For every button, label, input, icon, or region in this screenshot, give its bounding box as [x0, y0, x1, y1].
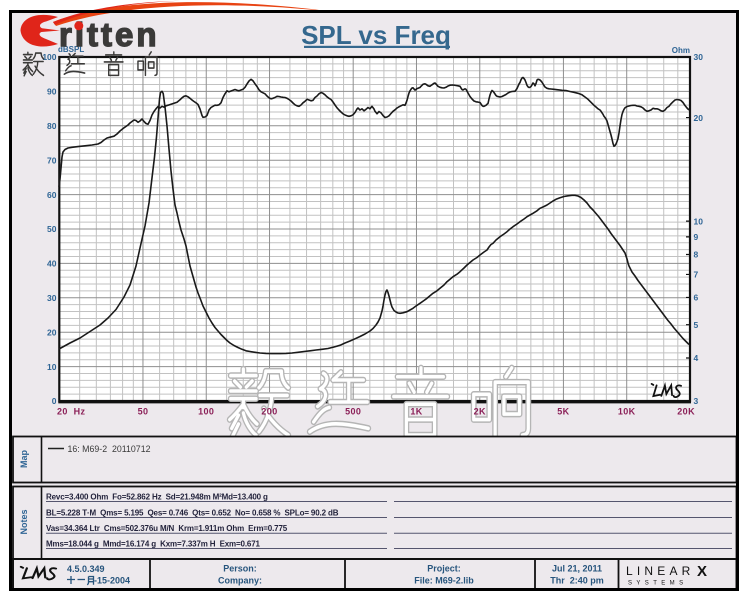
svg-text:4.5.0.349: 4.5.0.349	[67, 564, 105, 574]
svg-text:5K: 5K	[557, 406, 569, 416]
svg-text:40: 40	[47, 259, 57, 269]
svg-text:10: 10	[694, 216, 704, 226]
svg-text:Map: Map	[19, 449, 29, 468]
svg-text:500: 500	[345, 406, 361, 416]
svg-text:1K: 1K	[410, 406, 422, 416]
svg-text:5: 5	[694, 320, 699, 330]
svg-text:30: 30	[47, 293, 57, 303]
svg-text:Person:: Person:	[223, 564, 257, 574]
svg-text:16: M69-2 20110712: 16: M69-2 20110712	[68, 444, 151, 454]
svg-text:Jul 21, 2011: Jul 21, 2011	[552, 564, 602, 574]
svg-text:SPL vs Freq: SPL vs Freq	[301, 20, 451, 50]
svg-text:2K: 2K	[474, 406, 486, 416]
svg-text:10K: 10K	[618, 406, 636, 416]
svg-text:X: X	[697, 563, 707, 580]
svg-text:100: 100	[42, 52, 56, 62]
svg-text:9: 9	[694, 232, 699, 242]
svg-text:LINEAR: LINEAR	[626, 564, 695, 578]
svg-text:90: 90	[47, 87, 57, 97]
svg-text:100: 100	[198, 406, 214, 416]
svg-text:Project:: Project:	[427, 564, 461, 574]
svg-text:20K: 20K	[677, 406, 695, 416]
svg-text:10: 10	[47, 362, 57, 372]
svg-text:BL=5.228 T·M Qms= 5.195 Qes=: BL=5.228 T·M Qms= 5.195 Qes= 0.746 Qts= …	[46, 508, 339, 517]
svg-text:Company:: Company:	[218, 576, 262, 586]
svg-text:8: 8	[694, 250, 699, 260]
svg-text:60: 60	[47, 190, 57, 200]
svg-text:0: 0	[52, 396, 57, 406]
svg-text:7: 7	[694, 270, 699, 280]
svg-text:30: 30	[694, 52, 704, 62]
svg-text:20 Hz: 20 Hz	[57, 406, 86, 416]
svg-text:File: M69-2.lib: File: M69-2.lib	[414, 576, 474, 586]
svg-text:Thr 2:40 pm: Thr 2:40 pm	[550, 576, 604, 586]
svg-text:Vas=34.364 Ltr Cms=502.376u M: Vas=34.364 Ltr Cms=502.376u M/N Krm=1.91…	[46, 524, 288, 533]
svg-text:80: 80	[47, 121, 57, 131]
svg-text:20: 20	[47, 327, 57, 337]
svg-text:20: 20	[694, 113, 704, 123]
svg-text:Ohm: Ohm	[672, 46, 690, 55]
svg-text:Revc=3.400 Ohm Fo=52.862 Hz: Revc=3.400 Ohm Fo=52.862 Hz Sd=21.948m M…	[46, 492, 268, 501]
svg-text:3: 3	[694, 396, 699, 406]
svg-text:SYSTEMS: SYSTEMS	[628, 581, 687, 587]
svg-text:dBSPL: dBSPL	[58, 45, 84, 54]
svg-text:Notes: Notes	[19, 509, 29, 534]
svg-text:200: 200	[261, 406, 277, 416]
svg-text:ritten: ritten	[59, 16, 160, 53]
svg-text:70: 70	[47, 155, 57, 165]
svg-text:50: 50	[138, 406, 149, 416]
svg-text:4: 4	[694, 353, 699, 363]
svg-text:50: 50	[47, 224, 57, 234]
svg-text:-15-2004: -15-2004	[94, 576, 130, 586]
svg-text:6: 6	[694, 293, 699, 303]
svg-text:Mms=18.044 g Mmd=16.174 g Kx: Mms=18.044 g Mmd=16.174 g Kxm=7.337m H E…	[46, 539, 261, 548]
